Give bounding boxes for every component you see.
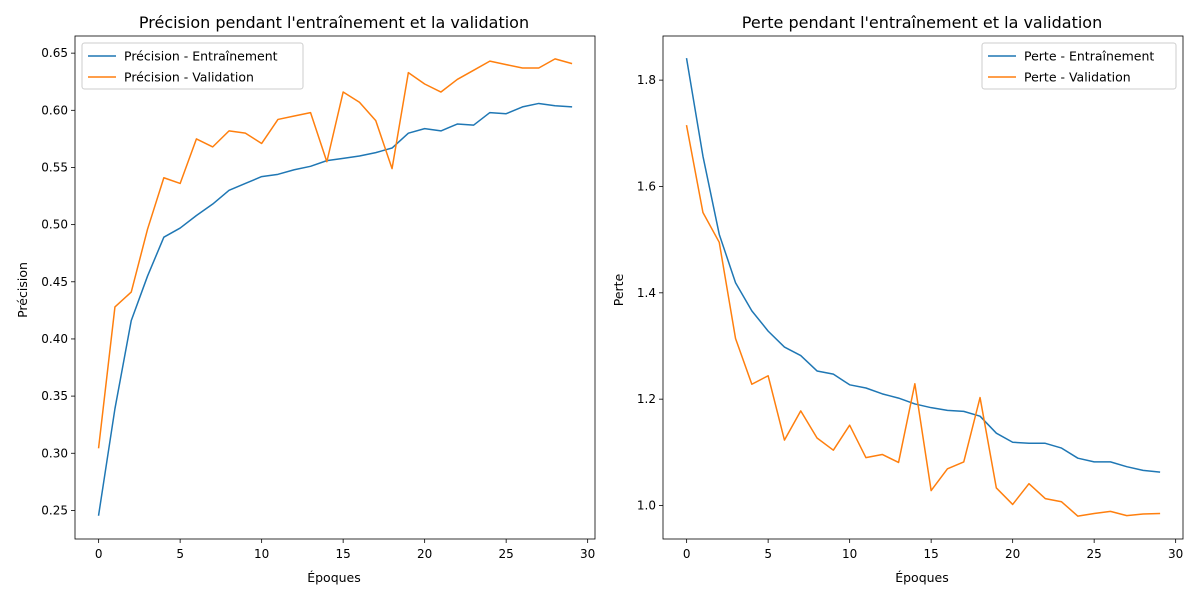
y-tick-label: 0.25 [41, 503, 68, 517]
y-tick-label: 0.65 [41, 46, 68, 60]
x-tick-label: 20 [417, 547, 432, 561]
chart-title: Précision pendant l'entraînement et la v… [139, 13, 529, 32]
x-tick-label: 15 [924, 547, 939, 561]
legend-box [81, 42, 304, 90]
x-tick-label: 10 [254, 547, 269, 561]
legend-box [981, 42, 1177, 90]
x-tick-label: 0 [683, 547, 691, 561]
legend: Perte - Entraînement Perte - Validation [981, 42, 1177, 90]
y-tick-label: 1.8 [637, 73, 656, 87]
axes-frame [662, 35, 1184, 540]
y-tick-label: 0.45 [41, 275, 68, 289]
y-axis-label: Précision [15, 262, 30, 318]
x-axis-label: Époques [307, 570, 361, 585]
y-tick-label: 1.4 [637, 286, 656, 300]
x-tick-label: 25 [499, 547, 514, 561]
x-tick-label: 0 [95, 547, 103, 561]
series-line-training [97, 102, 573, 516]
legend-label: Perte - Validation [1024, 70, 1131, 85]
y-tick-label: 0.55 [41, 160, 68, 174]
legend-label: Précision - Entraînement [124, 49, 278, 64]
series-line-training [685, 57, 1161, 473]
x-axis-label: Époques [895, 570, 949, 585]
legend: Précision - Entraînement Précision - Vali… [81, 42, 304, 90]
accuracy-chart: Précision pendant l'entraînement et la v… [15, 13, 596, 585]
legend-label: Précision - Validation [124, 70, 254, 85]
y-tick-label: 1.0 [637, 499, 656, 513]
chart-title: Perte pendant l'entraînement et la valid… [742, 13, 1102, 32]
y-tick-label: 0.50 [41, 218, 68, 232]
y-tick-label: 0.40 [41, 332, 68, 346]
y-tick-label: 0.35 [41, 389, 68, 403]
series-line-validation [97, 58, 573, 449]
x-tick-label: 5 [764, 547, 772, 561]
x-tick-label: 20 [1005, 547, 1020, 561]
x-tick-label: 30 [580, 547, 595, 561]
axes-frame [74, 35, 596, 540]
y-tick-label: 0.60 [41, 103, 68, 117]
y-tick-label: 1.2 [637, 392, 656, 406]
x-tick-label: 25 [1087, 547, 1102, 561]
y-tick-label: 0.30 [41, 446, 68, 460]
loss-chart: Perte pendant l'entraînement et la valid… [611, 13, 1184, 585]
y-axis-label: Perte [611, 273, 626, 306]
x-tick-label: 15 [336, 547, 351, 561]
y-tick-label: 1.6 [637, 179, 656, 193]
x-tick-label: 30 [1168, 547, 1183, 561]
legend-label: Perte - Entraînement [1024, 49, 1154, 64]
series-line-validation [685, 124, 1161, 517]
x-tick-label: 10 [842, 547, 857, 561]
x-tick-label: 5 [176, 547, 184, 561]
